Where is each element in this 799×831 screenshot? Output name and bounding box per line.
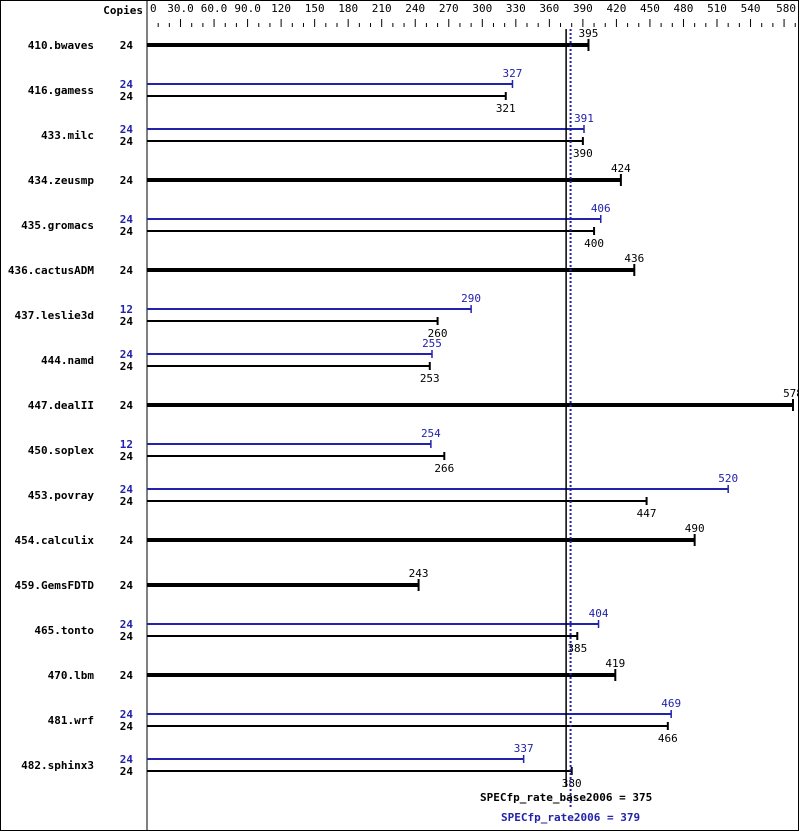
base-copies: 24 — [120, 495, 134, 508]
copies-header: Copies — [103, 4, 143, 17]
peak-copies: 12 — [120, 438, 133, 451]
base-copies: 24 — [120, 669, 134, 682]
base-copies: 24 — [120, 720, 134, 733]
tick-label: 450 — [640, 2, 660, 15]
tick-label: 60.0 — [201, 2, 228, 15]
tick-label: 120 — [271, 2, 291, 15]
peak-copies: 12 — [120, 303, 133, 316]
peak-value-label: 406 — [591, 202, 611, 215]
benchmark-label: 434.zeusmp — [28, 174, 95, 187]
benchmark-label: 450.soplex — [28, 444, 95, 457]
base-copies: 24 — [120, 135, 134, 148]
base-copies: 24 — [120, 399, 134, 412]
tick-label: 510 — [707, 2, 727, 15]
base-value-label: 424 — [611, 162, 631, 175]
tick-label: 90.0 — [234, 2, 261, 15]
tick-label: 540 — [741, 2, 761, 15]
tick-label: 210 — [372, 2, 392, 15]
tick-label: 360 — [539, 2, 559, 15]
base-value-label: 400 — [584, 237, 604, 250]
base-copies: 24 — [120, 90, 134, 103]
base-value-label: 419 — [605, 657, 625, 670]
peak-value-label: 254 — [421, 427, 441, 440]
base-value-label: 490 — [685, 522, 705, 535]
base-copies: 24 — [120, 534, 134, 547]
peak-value-label: 255 — [422, 337, 442, 350]
base-value-label: 578 — [783, 387, 798, 400]
peak-copies: 24 — [120, 348, 134, 361]
tick-label: 240 — [405, 2, 425, 15]
base-value-label: 253 — [420, 372, 440, 385]
tick-label: 480 — [674, 2, 694, 15]
benchmark-label: 437.leslie3d — [15, 309, 94, 322]
base-value-label: 243 — [409, 567, 429, 580]
benchmark-label: 435.gromacs — [21, 219, 94, 232]
tick-label: 30.0 — [167, 2, 194, 15]
base-value-label: 321 — [496, 102, 516, 115]
base-copies: 24 — [120, 174, 134, 187]
benchmark-label: 410.bwaves — [28, 39, 94, 52]
base-value-label: 380 — [562, 777, 582, 790]
base-mean-label: SPECfp_rate_base2006 = 375 — [480, 791, 652, 804]
peak-copies: 24 — [120, 753, 134, 766]
base-copies: 24 — [120, 360, 134, 373]
tick-label: 180 — [338, 2, 358, 15]
benchmark-label: 444.namd — [41, 354, 94, 367]
tick-label: 390 — [573, 2, 593, 15]
benchmark-label: 459.GemsFDTD — [15, 579, 95, 592]
base-copies: 24 — [120, 225, 134, 238]
peak-value-label: 520 — [718, 472, 738, 485]
peak-value-label: 404 — [589, 607, 609, 620]
benchmark-label: 433.milc — [41, 129, 94, 142]
benchmark-label: 470.lbm — [48, 669, 95, 682]
base-value-label: 260 — [428, 327, 448, 340]
peak-value-label: 327 — [503, 67, 523, 80]
benchmark-label: 465.tonto — [34, 624, 94, 637]
peak-copies: 24 — [120, 123, 134, 136]
base-value-label: 466 — [658, 732, 678, 745]
tick-label: 150 — [305, 2, 325, 15]
tick-label: 580 — [776, 2, 796, 15]
peak-copies: 24 — [120, 708, 134, 721]
peak-copies: 24 — [120, 213, 134, 226]
tick-label: 0 — [150, 2, 157, 15]
tick-label: 300 — [472, 2, 492, 15]
benchmark-label: 436.cactusADM — [8, 264, 94, 277]
benchmark-label: 454.calculix — [15, 534, 95, 547]
tick-label: 330 — [506, 2, 526, 15]
peak-value-label: 337 — [514, 742, 534, 755]
peak-value-label: 290 — [461, 292, 481, 305]
base-copies: 24 — [120, 315, 134, 328]
benchmark-label: 481.wrf — [48, 714, 94, 727]
benchmark-label: 447.dealII — [28, 399, 94, 412]
benchmark-label: 416.gamess — [28, 84, 94, 97]
base-copies: 24 — [120, 630, 134, 643]
base-copies: 24 — [120, 264, 134, 277]
peak-value-label: 469 — [661, 697, 681, 710]
peak-copies: 24 — [120, 483, 134, 496]
base-value-label: 436 — [624, 252, 644, 265]
base-copies: 24 — [120, 450, 134, 463]
benchmark-label: 453.povray — [28, 489, 95, 502]
base-value-label: 390 — [573, 147, 593, 160]
peak-copies: 24 — [120, 618, 134, 631]
tick-label: 270 — [439, 2, 459, 15]
benchmark-label: 482.sphinx3 — [21, 759, 94, 772]
base-copies: 24 — [120, 579, 134, 592]
base-value-label: 395 — [579, 27, 599, 40]
base-value-label: 447 — [637, 507, 657, 520]
peak-value-label: 391 — [574, 112, 594, 125]
tick-label: 420 — [606, 2, 626, 15]
base-value-label: 266 — [434, 462, 454, 475]
peak-mean-label: SPECfp_rate2006 = 379 — [501, 811, 640, 824]
base-copies: 24 — [120, 765, 134, 778]
base-value-label: 385 — [567, 642, 587, 655]
peak-copies: 24 — [120, 78, 134, 91]
base-copies: 24 — [120, 39, 134, 52]
